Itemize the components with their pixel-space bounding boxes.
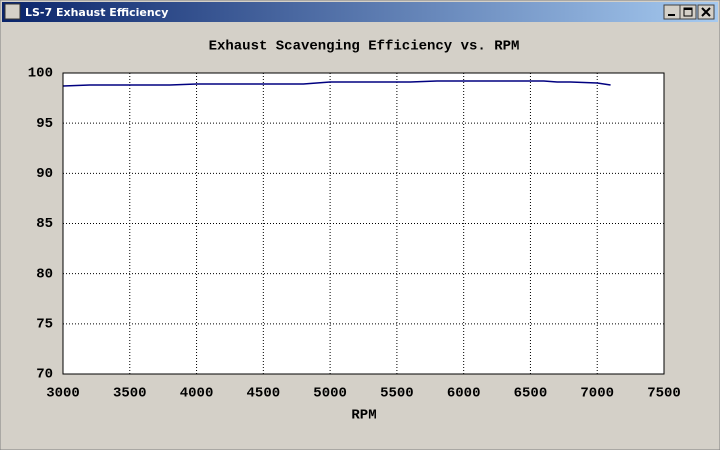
x-axis-label: RPM bbox=[351, 408, 376, 424]
y-tick-label: 80 bbox=[36, 266, 53, 282]
x-tick-label: 5500 bbox=[380, 386, 414, 402]
x-tick-label: 3500 bbox=[113, 386, 147, 402]
y-tick-label: 95 bbox=[36, 116, 53, 132]
x-tick-label: 3000 bbox=[46, 386, 80, 402]
chart-title: Exhaust Scavenging Efficiency vs. RPM bbox=[209, 39, 520, 55]
window-icon bbox=[4, 3, 21, 20]
x-tick-label: 7000 bbox=[580, 386, 614, 402]
data-line bbox=[62, 80, 611, 87]
plot-border bbox=[62, 72, 665, 375]
x-tick-label: 6000 bbox=[447, 386, 481, 402]
y-tick-label: 100 bbox=[28, 66, 53, 82]
close-button[interactable] bbox=[697, 4, 715, 20]
x-tick-label: 5000 bbox=[313, 386, 347, 402]
x-tick-label: 4500 bbox=[247, 386, 281, 402]
title-bar bbox=[2, 2, 718, 22]
y-tick-label: 85 bbox=[36, 216, 53, 232]
window-title: LS-7 Exhaust Efficiency bbox=[25, 6, 168, 19]
y-tick-label: 70 bbox=[36, 367, 53, 383]
x-tick-label: 4000 bbox=[180, 386, 214, 402]
x-tick-label: 6500 bbox=[514, 386, 548, 402]
x-tick-label: 7500 bbox=[647, 386, 681, 402]
y-tick-label: 75 bbox=[36, 317, 53, 333]
minimize-button[interactable] bbox=[663, 4, 681, 20]
y-tick-label: 90 bbox=[36, 166, 53, 182]
maximize-button[interactable] bbox=[679, 4, 697, 20]
